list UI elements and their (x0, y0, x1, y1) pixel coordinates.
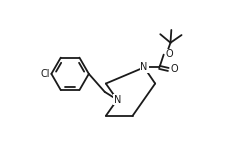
Text: O: O (171, 64, 178, 74)
Text: N: N (141, 62, 148, 72)
Text: N: N (113, 95, 121, 105)
Text: Cl: Cl (40, 69, 50, 79)
Text: O: O (166, 49, 173, 59)
